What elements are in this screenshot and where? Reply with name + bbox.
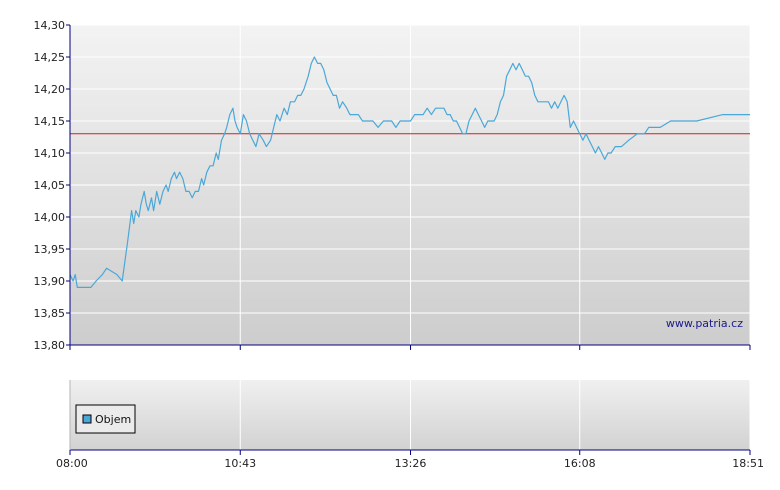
y-tick-label: 14,00	[34, 211, 66, 224]
x-axis-ticks: 08:00 10:43 13:26 16:08 18:51	[56, 450, 764, 470]
volume-legend: Objem	[75, 404, 136, 434]
y-tick-label: 13,80	[34, 339, 66, 352]
x-tick-label: 18:51	[732, 457, 764, 470]
y-tick-label: 14,30	[34, 19, 66, 32]
y-tick-label: 14,05	[34, 179, 66, 192]
y-tick-label: 13,85	[34, 307, 66, 320]
y-tick-label: 14,15	[34, 115, 66, 128]
y-tick-label: 13,90	[34, 275, 66, 288]
legend-swatch	[82, 414, 92, 424]
x-tick-label: 08:00	[56, 457, 88, 470]
y-tick-label: 14,10	[34, 147, 66, 160]
price-series-line	[69, 56, 750, 288]
x-tick-label: 16:08	[564, 457, 596, 470]
legend-label: Objem	[95, 413, 131, 426]
y-tick-label: 13,95	[34, 243, 66, 256]
y-tick-label: 14,20	[34, 83, 66, 96]
watermark: www.patria.cz	[666, 317, 743, 330]
volume-plot-area	[70, 380, 750, 450]
x-tick-label: 10:43	[224, 457, 256, 470]
y-axis-ticks: 14,30 14,25 14,20 14,15 14,10 14,05 14,00 13,95…	[34, 19, 70, 352]
x-tick-label: 13:26	[395, 457, 427, 470]
price-x-axis-ticks	[69, 345, 751, 350]
y-tick-label: 14,25	[34, 51, 66, 64]
